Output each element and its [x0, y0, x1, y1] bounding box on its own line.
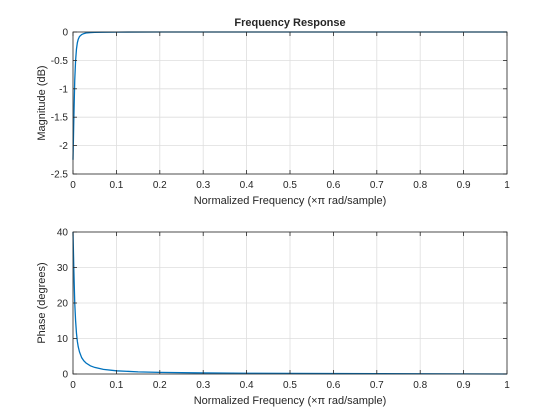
- phase-x-tick-label: 0.8: [413, 380, 427, 391]
- magnitude-y-tick-label: 0: [62, 28, 68, 39]
- magnitude-x-tick-label: 0.4: [240, 180, 254, 191]
- magnitude-axes: 0 0.1 0.2 0.3 0.4 0.5 0.6 0.7 0.8 0.9 1 -2.5 -2 -1.5 -…: [36, 17, 510, 207]
- magnitude-ylabel: Magnitude (dB): [36, 65, 48, 140]
- magnitude-x-tick-label: 0.5: [283, 180, 297, 191]
- phase-x-tick-label: 0.9: [457, 380, 471, 391]
- magnitude-x-tick-label: 0.3: [196, 180, 210, 191]
- magnitude-xlabel: Normalized Frequency (×π rad/sample): [194, 195, 387, 207]
- phase-ylabel: Phase (degrees): [36, 262, 48, 343]
- magnitude-x-tick-label: 0.1: [109, 180, 123, 191]
- phase-x-tick-label: 0: [70, 380, 76, 391]
- magnitude-title: Frequency Response: [234, 17, 345, 29]
- magnitude-y-tick-label: -0.5: [51, 56, 69, 67]
- phase-x-tick-label: 0.5: [283, 380, 297, 391]
- phase-y-tick-label: 20: [57, 299, 69, 310]
- magnitude-x-tick-label: 0.9: [457, 180, 471, 191]
- phase-x-tick-label: 0.3: [196, 380, 210, 391]
- phase-x-tick-label: 1: [504, 380, 510, 391]
- phase-x-tick-label: 0.7: [370, 380, 384, 391]
- phase-x-tick-label: 0.4: [240, 380, 254, 391]
- magnitude-x-tick-label: 0.2: [153, 180, 167, 191]
- phase-y-tick-label: 10: [57, 334, 69, 345]
- magnitude-y-tick-label: -2: [59, 141, 68, 152]
- magnitude-x-tick-label: 0.8: [413, 180, 427, 191]
- phase-x-tick-label: 0.2: [153, 380, 167, 391]
- phase-y-tick-label: 30: [57, 263, 69, 274]
- phase-y-tick-label: 40: [57, 228, 69, 239]
- magnitude-x-tick-label: 0.6: [326, 180, 340, 191]
- magnitude-y-tick-label: -1.5: [51, 113, 69, 124]
- magnitude-x-tick-label: 1: [504, 180, 510, 191]
- magnitude-x-tick-label: 0: [70, 180, 76, 191]
- magnitude-y-tick-label: -2.5: [51, 170, 69, 181]
- magnitude-y-tick-label: -1: [59, 84, 68, 95]
- phase-xlabel: Normalized Frequency (×π rad/sample): [194, 395, 387, 407]
- magnitude-x-tick-label: 0.7: [370, 180, 384, 191]
- phase-axes: 0 0.1 0.2 0.3 0.4 0.5 0.6 0.7 0.8 0.9 1010203040No…: [36, 228, 510, 408]
- phase-x-tick-label: 0.6: [326, 380, 340, 391]
- phase-y-tick-label: 0: [62, 370, 68, 381]
- phase-x-tick-label: 0.1: [109, 380, 123, 391]
